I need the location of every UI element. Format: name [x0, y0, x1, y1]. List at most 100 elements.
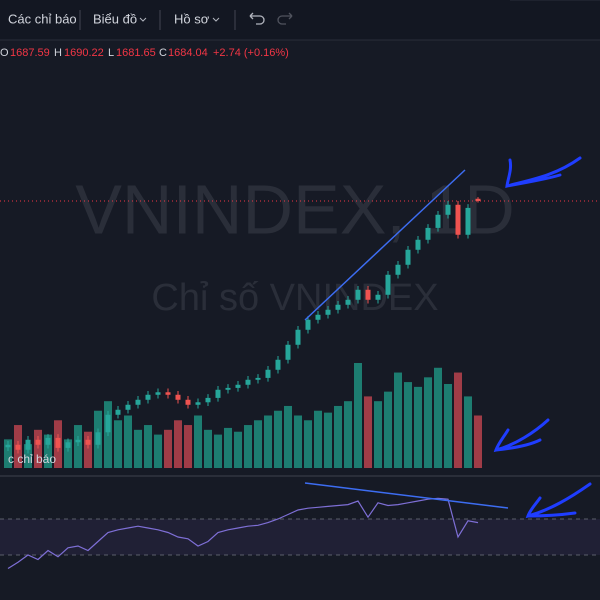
candle-body [305, 319, 311, 330]
volume-bar [124, 415, 132, 468]
candle-body [25, 439, 31, 450]
volume-bar [294, 415, 302, 468]
volume-bar [324, 412, 332, 468]
candle-body [225, 387, 231, 390]
candle-body [155, 392, 161, 395]
candle-body [235, 384, 241, 388]
indicators-button[interactable]: Các chỉ báo [8, 11, 77, 26]
candle-body [45, 437, 51, 445]
volume-bar [404, 382, 412, 468]
value: 1687.59 [10, 47, 50, 59]
volume-bar [4, 439, 12, 468]
arrow-drawing [525, 482, 592, 519]
label: H [54, 47, 62, 59]
candle-body [55, 437, 61, 448]
change: +2.74 (+0.16%) [213, 47, 289, 59]
volume-bar [204, 429, 212, 468]
volume-bar [114, 420, 122, 468]
candle-body [105, 414, 111, 433]
candle-body [345, 299, 351, 305]
chevron [212, 17, 220, 22]
candle-body [215, 389, 221, 398]
volume-bar [264, 415, 272, 468]
value: 1690.22 [64, 47, 104, 59]
rsi-band [0, 519, 600, 555]
volume-bar [64, 439, 72, 468]
volume-bar [24, 444, 32, 468]
candle-body [475, 198, 481, 201]
chart-menu[interactable]: Biểu đồ [93, 11, 137, 26]
redo-button[interactable] [277, 12, 293, 25]
candle-body [65, 442, 71, 448]
volume-bar [284, 405, 292, 468]
watermark-name: Chỉ số VNINDEX [151, 277, 438, 319]
toolbar [0, 0, 600, 40]
candle-body [5, 444, 11, 448]
volume-bar [154, 434, 162, 468]
volume-bar [444, 384, 452, 468]
label: L [108, 47, 114, 59]
volume-bar [164, 429, 172, 468]
volume-bar [174, 420, 182, 468]
candle-body [365, 289, 371, 300]
candle-body [125, 404, 131, 410]
volume-bar [424, 377, 432, 468]
candle-body [285, 344, 291, 360]
candle-body [465, 207, 471, 235]
candle-body [175, 394, 181, 400]
volume-bar [474, 415, 482, 468]
volume-bar [344, 401, 352, 468]
undo-button[interactable] [249, 12, 265, 25]
volume-bar [364, 396, 372, 468]
label: C [159, 47, 167, 59]
candle-body [445, 204, 451, 215]
volume-bar [464, 396, 472, 468]
candle-body [395, 264, 401, 275]
candle-body [275, 359, 281, 370]
candle-body [115, 409, 121, 415]
profile-menu[interactable]: Hồ sơ [174, 11, 210, 26]
candle-body [255, 377, 261, 380]
candle-body [195, 402, 201, 405]
rsi-line [7, 497, 479, 570]
candle-body [375, 294, 381, 300]
trend-line [304, 482, 509, 509]
label: O [0, 47, 9, 59]
volume-bar [214, 434, 222, 468]
arrow-drawing [493, 418, 550, 453]
value: 1681.65 [116, 47, 156, 59]
candle-body [165, 392, 171, 395]
candle-body [205, 397, 211, 403]
candle-body [425, 227, 431, 240]
candle-body [415, 239, 421, 250]
candle-body [325, 309, 331, 315]
candle-body [355, 289, 361, 300]
ohlc-legend: O 1687.59 H 1690.22 L 1681.65 C 1684.04 … [0, 47, 289, 59]
volume-bar [234, 431, 242, 468]
candle-body [135, 399, 141, 405]
volume-bar [394, 372, 402, 468]
plot [0, 197, 600, 570]
volume-bar [374, 401, 382, 468]
volume-bar [454, 372, 462, 468]
volume-bar [194, 415, 202, 468]
volume-bar [74, 425, 82, 468]
volume-bar [354, 363, 362, 468]
volume-bar [304, 420, 312, 468]
candle-body [245, 379, 251, 385]
volume-bar [224, 427, 232, 468]
candle-body [405, 249, 411, 265]
volume-bar [134, 429, 142, 468]
candle-body [315, 314, 321, 320]
candle-body [95, 432, 101, 445]
volume-bar [314, 410, 322, 468]
candle-body [35, 439, 41, 445]
candle-body [295, 329, 301, 345]
candle-body [265, 369, 271, 378]
arrow-drawing [505, 156, 582, 189]
volume-bar [84, 431, 92, 468]
volume-bar [254, 420, 262, 468]
chevron [139, 17, 147, 22]
